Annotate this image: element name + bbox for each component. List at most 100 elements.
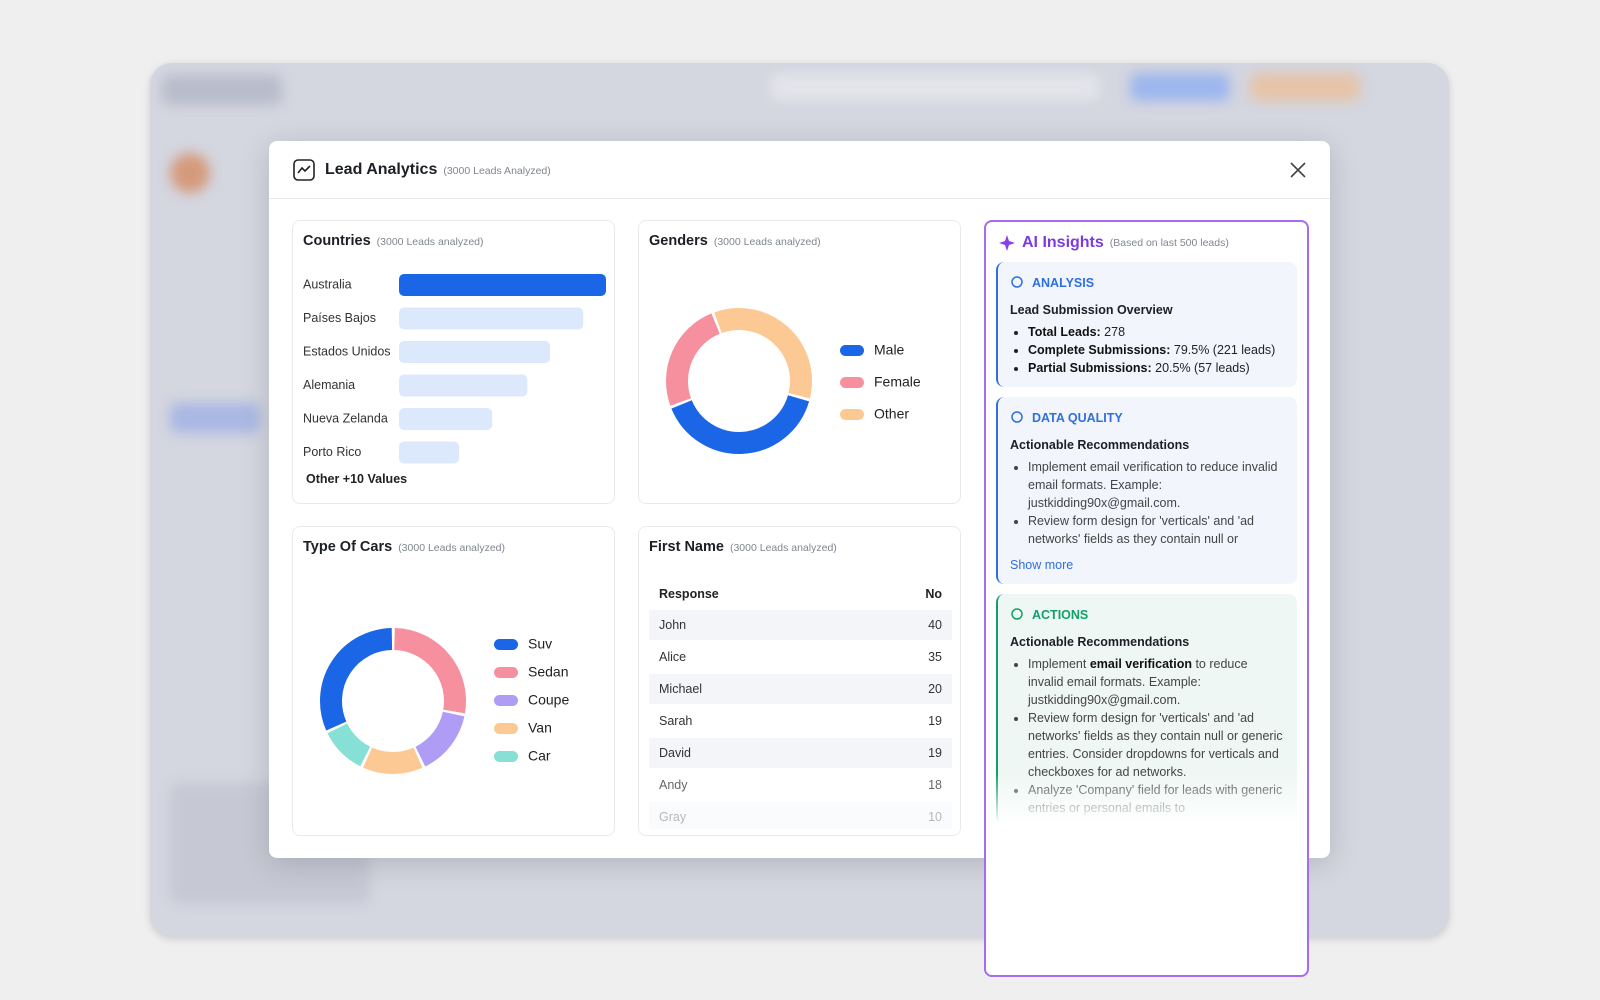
donut-segment bbox=[393, 628, 466, 714]
card-subtitle: (3000 Leads analyzed) bbox=[729, 542, 837, 554]
insights-subtitle: (Based on last 500 leads) bbox=[1109, 237, 1229, 249]
category-label: Países Bajos bbox=[303, 311, 376, 325]
footnote: Other +10 Values bbox=[306, 472, 407, 486]
table-cell: Gray bbox=[649, 800, 857, 829]
donut-segment bbox=[363, 747, 423, 774]
card-title-row: First Name (3000 Leads analyzed) bbox=[649, 539, 837, 555]
legend-swatch bbox=[494, 723, 518, 734]
section-heading: Lead Submission Overview bbox=[1010, 303, 1173, 317]
bullet-item: Review form design for 'verticals' and '… bbox=[1028, 512, 1285, 548]
section-label-text: ACTIONS bbox=[1032, 608, 1089, 622]
bullet-text: Implement email verification to reduce i… bbox=[1028, 460, 1278, 510]
donut-chart: Suv Sedan Coupe Van Car bbox=[320, 628, 569, 774]
table-cell: 40 bbox=[856, 608, 952, 642]
bullet-item: Total Leads: 278 bbox=[1028, 323, 1285, 341]
section-label-text: ANALYSIS bbox=[1032, 276, 1095, 290]
donut-segment bbox=[666, 313, 721, 406]
section-label-text: DATA QUALITY bbox=[1032, 411, 1123, 425]
legend-swatch bbox=[494, 695, 518, 706]
bullet-item: Analyze 'Company' field for leads with g… bbox=[1028, 781, 1285, 817]
bar bbox=[399, 441, 460, 464]
section-icon bbox=[1011, 608, 1023, 620]
legend-label: Sedan bbox=[528, 664, 568, 680]
table-cell: Andy bbox=[649, 768, 857, 802]
table-cell: David bbox=[649, 736, 857, 770]
card-title: Countries bbox=[303, 233, 371, 249]
table-cell: 10 bbox=[856, 800, 952, 829]
countries-card: Countries (3000 Leads analyzed) Australia P… bbox=[292, 220, 615, 504]
bullet-list: Total Leads: 278Complete Submissions: 79… bbox=[1010, 323, 1285, 377]
modal-title: Lead Analytics bbox=[325, 161, 438, 178]
bullet-text: to reduce invalid email formats. Example… bbox=[1028, 657, 1248, 707]
table-cell: Alice bbox=[649, 640, 857, 674]
card-subtitle: (3000 Leads analyzed) bbox=[376, 236, 484, 248]
blurred-button bbox=[1250, 73, 1360, 101]
table-cell: 19 bbox=[856, 736, 952, 770]
donut-segment bbox=[714, 308, 812, 399]
section-heading: Actionable Recommendations bbox=[1010, 438, 1190, 452]
first-name-card: First Name (3000 Leads analyzed) Response N… bbox=[638, 526, 961, 836]
section-label: DATA QUALITY bbox=[1010, 409, 1285, 427]
bullet-item: Complete Submissions: 79.5% (221 leads) bbox=[1028, 341, 1285, 359]
legend-label: Female bbox=[874, 374, 921, 390]
donut-chart: Male Female Other bbox=[666, 308, 921, 454]
donut-segment bbox=[415, 711, 465, 767]
legend-label: Suv bbox=[528, 636, 552, 652]
sparkle bbox=[999, 235, 1015, 251]
bullet-text: Partial Submissions: bbox=[1028, 361, 1152, 375]
card-title-row: Type Of Cars (3000 Leads analyzed) bbox=[303, 539, 505, 555]
bullet-text: email verification bbox=[1089, 657, 1192, 671]
bar bbox=[399, 307, 584, 330]
legend-swatch bbox=[494, 667, 518, 678]
card-title: First Name bbox=[649, 539, 724, 555]
modal-subtitle: (3000 Leads Analyzed) bbox=[443, 165, 551, 177]
show-more-link[interactable]: Show more bbox=[1010, 558, 1074, 572]
category-label: Nueva Zelanda bbox=[303, 411, 388, 425]
table-row: David 19 bbox=[649, 736, 952, 770]
icon-shape bbox=[1011, 276, 1023, 288]
bullet-text: Complete Submissions: bbox=[1028, 343, 1171, 357]
card-subtitle: (3000 Leads analyzed) bbox=[713, 236, 821, 248]
donut-segment bbox=[671, 394, 810, 454]
ai-insights-card: AI Insights (Based on last 500 leads) ANAL… bbox=[984, 220, 1309, 977]
table-row: Sarah 19 bbox=[649, 704, 952, 738]
bullet-text: Review form design for 'verticals' and '… bbox=[1028, 711, 1283, 779]
category-label: Estados Unidos bbox=[303, 344, 391, 358]
table-header: Response No bbox=[649, 579, 952, 609]
bullet-text: Analyze 'Company' field for leads with g… bbox=[1028, 783, 1283, 815]
insights-title: AI Insights bbox=[1022, 234, 1104, 251]
modal: Lead Analytics (3000 Leads Analyzed) Coun… bbox=[269, 141, 1330, 977]
bullet-text: 278 bbox=[1100, 325, 1126, 339]
bullet-list: Implement email verification to reduce i… bbox=[1010, 458, 1285, 548]
first-name-table: Response No John 40 Alice 35 Michael 20 Sarah 19 D… bbox=[649, 579, 952, 829]
table-row: Alice 35 bbox=[649, 640, 952, 674]
header-cell: No bbox=[925, 586, 942, 601]
legend-label: Car bbox=[528, 748, 551, 764]
icon-shape bbox=[1011, 411, 1023, 423]
table-cell: 35 bbox=[856, 640, 952, 674]
section-icon bbox=[1011, 411, 1023, 423]
bullet-text: Implement bbox=[1028, 657, 1090, 671]
table-row: Andy 18 bbox=[649, 768, 952, 802]
bullet-list: Implement email verification to reduce i… bbox=[1010, 655, 1285, 817]
insight-section: DATA QUALITY Actionable Recommendations Im… bbox=[996, 397, 1297, 584]
legend-label: Van bbox=[528, 720, 552, 736]
bar bbox=[399, 341, 551, 363]
blurred-button bbox=[1130, 73, 1230, 101]
bullet-text: 79.5% (221 leads) bbox=[1170, 343, 1276, 357]
insight-section: ANALYSIS Lead Submission Overview Total Le… bbox=[996, 262, 1297, 387]
legend-label: Coupe bbox=[528, 692, 569, 708]
table-cell: 19 bbox=[856, 704, 952, 738]
modal-header: Lead Analytics (3000 Leads Analyzed) bbox=[269, 141, 1330, 199]
blurred-nav bbox=[170, 403, 260, 433]
legend-label: Other bbox=[874, 406, 909, 422]
legend-swatch bbox=[840, 409, 864, 420]
card-title: Genders bbox=[649, 233, 708, 249]
cars-card: Type Of Cars (3000 Leads analyzed) Suv Seda… bbox=[292, 526, 615, 836]
bar bbox=[399, 374, 528, 397]
bullet-text: 20.5% (57 leads) bbox=[1151, 361, 1250, 375]
card-title-row: Genders (3000 Leads analyzed) bbox=[649, 233, 821, 249]
close-button[interactable] bbox=[1289, 161, 1307, 179]
bullet-item: Review form design for 'verticals' and '… bbox=[1028, 709, 1285, 781]
